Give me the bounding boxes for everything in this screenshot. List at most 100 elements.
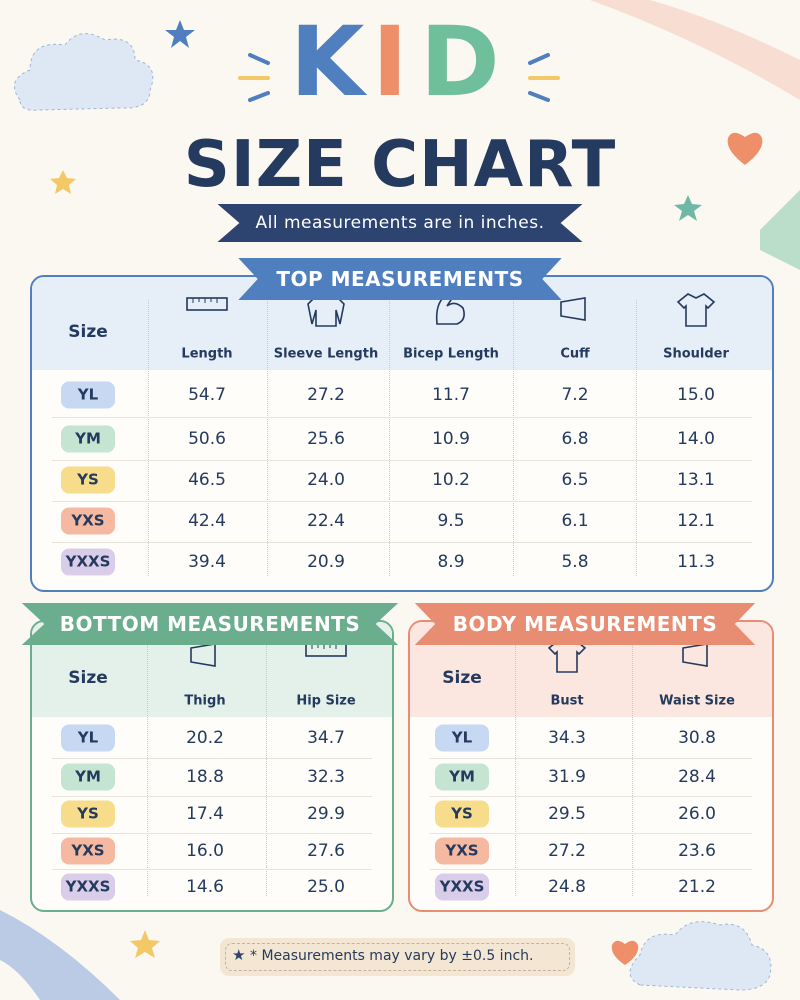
table-cell: 50.6 xyxy=(188,429,226,449)
table-cell: 10.9 xyxy=(432,429,470,449)
column-header: Bicep Length xyxy=(403,346,499,362)
table-cell: 25.0 xyxy=(307,877,345,897)
size-pill: YL xyxy=(61,381,115,409)
table-cell: 16.0 xyxy=(186,841,224,861)
table-cell: 27.2 xyxy=(307,385,345,405)
section-title: BODY MEASUREMENTS xyxy=(414,603,756,645)
table-cell: 21.2 xyxy=(678,877,716,897)
table-cell: 11.3 xyxy=(677,552,715,572)
row-divider xyxy=(52,541,752,543)
size-pill: YM xyxy=(435,763,489,791)
column-icon xyxy=(186,296,228,311)
column-separator xyxy=(147,299,149,576)
size-pill: YL xyxy=(435,724,489,752)
column-header: Waist Size xyxy=(659,693,735,709)
row-divider xyxy=(52,757,372,759)
subtitle: All measurements are in inches. xyxy=(217,204,583,242)
row-divider xyxy=(52,459,752,461)
column-header: Sleeve Length xyxy=(273,346,379,362)
top-panel: Size Length Sleeve Length Bicep Length Cuff S… xyxy=(30,275,774,592)
table-cell: 29.9 xyxy=(307,804,345,824)
row-divider xyxy=(52,832,372,834)
size-pill: YL xyxy=(61,724,115,752)
table-cell: 54.7 xyxy=(188,385,226,405)
footnote: * Measurements may vary by ±0.5 inch. xyxy=(250,948,534,964)
row-divider xyxy=(430,757,752,759)
table-cell: 29.5 xyxy=(548,804,586,824)
table-cell: 8.9 xyxy=(437,552,465,572)
column-header: Thigh xyxy=(184,693,226,709)
table-cell: 28.4 xyxy=(678,767,716,787)
table-cell: 27.6 xyxy=(307,841,345,861)
table-cell: 31.9 xyxy=(548,767,586,787)
section-title: TOP MEASUREMENTS xyxy=(238,258,562,300)
table-cell: 12.1 xyxy=(677,511,715,531)
size-pill: YM xyxy=(61,425,115,453)
column-icon xyxy=(676,292,716,327)
column-separator xyxy=(635,299,637,576)
column-header: Cuff xyxy=(560,346,590,362)
row-divider xyxy=(430,869,752,870)
title-letter: I xyxy=(372,6,408,118)
column-header: Length xyxy=(181,346,233,362)
size-pill: YXXS xyxy=(61,548,115,576)
table-cell: 24.0 xyxy=(307,470,345,490)
table-cell: 20.9 xyxy=(307,552,345,572)
column-icon xyxy=(560,296,586,321)
table-cell: 26.0 xyxy=(678,804,716,824)
table-cell: 20.2 xyxy=(186,728,224,748)
size-pill: YXXS xyxy=(61,873,115,901)
column-separator xyxy=(388,299,390,576)
column-separator xyxy=(266,299,268,576)
column-separator xyxy=(265,644,267,896)
size-pill: YM xyxy=(61,763,115,791)
table-cell: 39.4 xyxy=(188,552,226,572)
column-header: Bust xyxy=(550,693,584,709)
table-cell: 24.8 xyxy=(548,877,586,897)
bottom-panel: Size Thigh Hip Size YL 20.2 34.7 YM 18.8 32.3 YS 1… xyxy=(30,620,394,912)
star-icon: ★ xyxy=(232,946,246,964)
table-cell: 22.4 xyxy=(307,511,345,531)
row-divider xyxy=(52,869,372,870)
row-divider xyxy=(52,795,372,797)
footnote-box: * Measurements may vary by ±0.5 inch. ★ xyxy=(220,938,575,976)
table-cell: 13.1 xyxy=(677,470,715,490)
row-divider xyxy=(52,417,752,418)
size-pill: YS xyxy=(61,466,115,494)
column-header: Size xyxy=(68,321,108,342)
size-pill: YXS xyxy=(435,837,489,865)
table-cell: 30.8 xyxy=(678,728,716,748)
table-cell: 6.8 xyxy=(561,429,589,449)
table-cell: 23.6 xyxy=(678,841,716,861)
table-cell: 34.3 xyxy=(548,728,586,748)
row-divider xyxy=(52,500,752,502)
table-cell: 10.2 xyxy=(432,470,470,490)
table-cell: 14.0 xyxy=(677,429,715,449)
column-separator xyxy=(146,644,148,896)
table-cell: 17.4 xyxy=(186,804,224,824)
column-header: Size xyxy=(68,667,108,688)
column-header: Hip Size xyxy=(296,693,356,709)
table-cell: 6.1 xyxy=(561,511,589,531)
table-cell: 5.8 xyxy=(561,552,589,572)
table-cell: 9.5 xyxy=(437,511,465,531)
column-header: Size xyxy=(442,667,482,688)
title-letter: K xyxy=(290,6,365,118)
row-divider xyxy=(430,795,752,797)
table-cell: 18.8 xyxy=(186,767,224,787)
title-letter: D xyxy=(420,6,500,118)
table-cell: 11.7 xyxy=(432,385,470,405)
column-icon xyxy=(435,294,465,325)
column-separator xyxy=(513,299,514,576)
size-pill: YXS xyxy=(61,507,115,535)
table-cell: 6.5 xyxy=(561,470,589,490)
table-cell: 25.6 xyxy=(307,429,345,449)
title: SIZE CHART xyxy=(183,128,617,202)
column-header: Shoulder xyxy=(663,346,729,362)
table-cell: 34.7 xyxy=(307,728,345,748)
body-panel: Size Bust Waist Size YL 34.3 30.8 YM 31.9 28.4 YS… xyxy=(408,620,774,912)
size-pill: YS xyxy=(435,800,489,828)
column-separator xyxy=(632,644,633,896)
